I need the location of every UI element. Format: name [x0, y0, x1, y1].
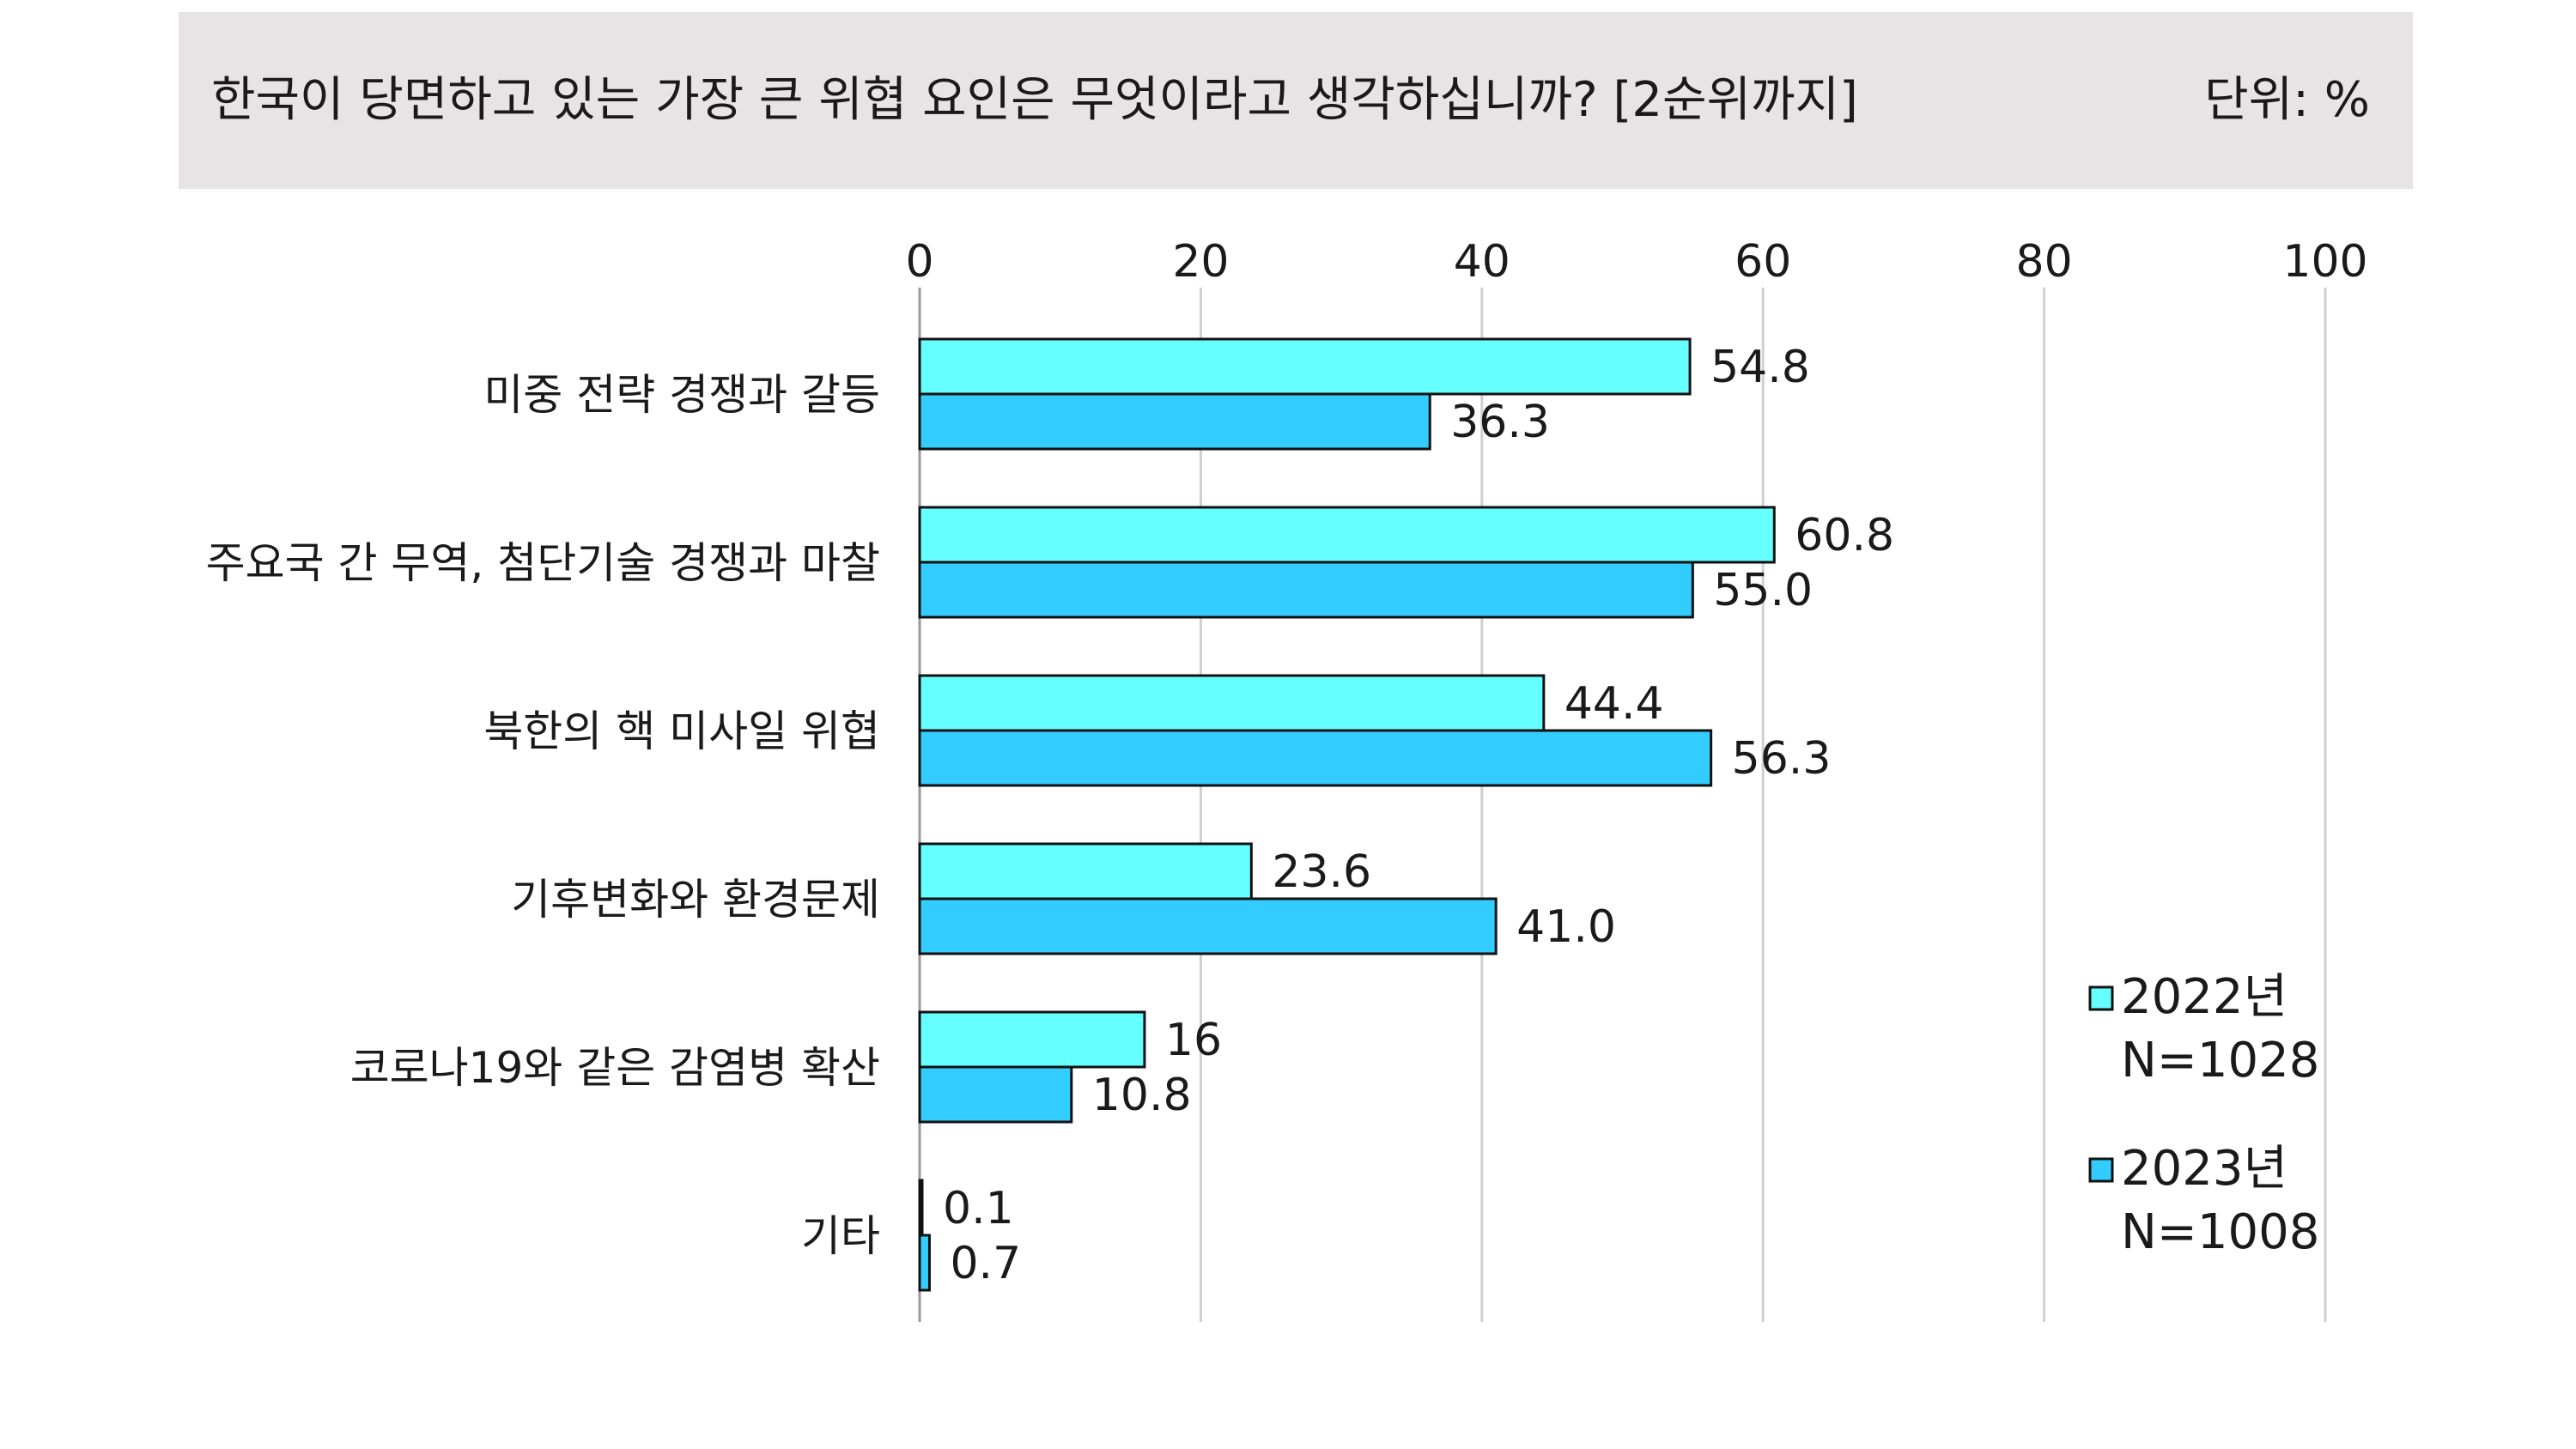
category-label: 주요국 간 무역, 첨단기술 경쟁과 마찰	[206, 538, 880, 588]
category-label: 기타	[801, 1211, 880, 1261]
legend-sample-size: N=1008	[2121, 1204, 2319, 1260]
x-tick-label: 80	[2016, 236, 2073, 288]
x-tick-label: 20	[1172, 236, 1229, 288]
bar-series-2	[918, 729, 1713, 787]
category-label: 코로나19와 같은 감염병 확산	[350, 1043, 880, 1093]
value-label: 60.8	[1795, 510, 1894, 561]
unit-label: 단위: %	[2204, 72, 2370, 128]
value-label: 54.8	[1710, 342, 1810, 393]
x-tick-label: 0	[905, 236, 933, 288]
value-label: 36.3	[1450, 397, 1550, 448]
value-label: 10.8	[1092, 1070, 1192, 1121]
bar-series-1	[918, 506, 1776, 564]
x-axis-ticks: 0 20 40 60 80 100	[905, 236, 2367, 288]
category-label: 북한의 핵 미사일 위협	[483, 706, 880, 756]
x-tick-label: 40	[1454, 236, 1510, 288]
bar-series-2	[918, 897, 1498, 955]
bar-series-2	[918, 561, 1694, 619]
value-label: 55.0	[1713, 565, 1813, 616]
bar-series-1	[918, 1010, 1146, 1069]
category-label: 기후변화와 환경문제	[511, 875, 880, 925]
legend-label: 2023년	[2121, 1141, 2287, 1197]
x-tick-label: 60	[1735, 236, 1791, 288]
bar-series-1	[918, 842, 1253, 900]
bar-series-2	[918, 392, 1431, 451]
bar-series-1	[918, 337, 1692, 396]
value-label: 0.7	[950, 1238, 1021, 1289]
value-label: 56.3	[1732, 733, 1832, 785]
bar-series-2	[918, 1065, 1073, 1124]
category-label: 미중 전략 경쟁과 갈등	[483, 370, 880, 420]
legend-label: 2022년	[2121, 969, 2287, 1025]
legend-swatch	[2088, 1157, 2114, 1183]
legend-swatch	[2088, 985, 2114, 1011]
x-tick-label: 100	[2282, 236, 2367, 288]
value-label: 0.1	[943, 1183, 1014, 1234]
chart-header: 한국이 당면하고 있는 가장 큰 위협 요인은 무엇이라고 생각하십니까? [2…	[179, 12, 2413, 189]
value-label: 41.0	[1516, 901, 1616, 953]
chart-title: 한국이 당면하고 있는 가장 큰 위협 요인은 무엇이라고 생각하십니까? [2…	[211, 72, 1858, 128]
value-label: 16	[1165, 1015, 1222, 1066]
value-label: 44.4	[1564, 678, 1664, 730]
legend-sample-size: N=1028	[2121, 1033, 2319, 1088]
legend: 2022년 N=1028 2023년 N=1008	[2088, 969, 2319, 1260]
bar-series-2	[918, 1234, 931, 1292]
gridlines	[918, 288, 2327, 1322]
value-label: 23.6	[1272, 846, 1371, 898]
bar-series-1	[918, 1179, 924, 1237]
bar-series-1	[918, 674, 1546, 732]
bars	[918, 337, 1776, 1292]
